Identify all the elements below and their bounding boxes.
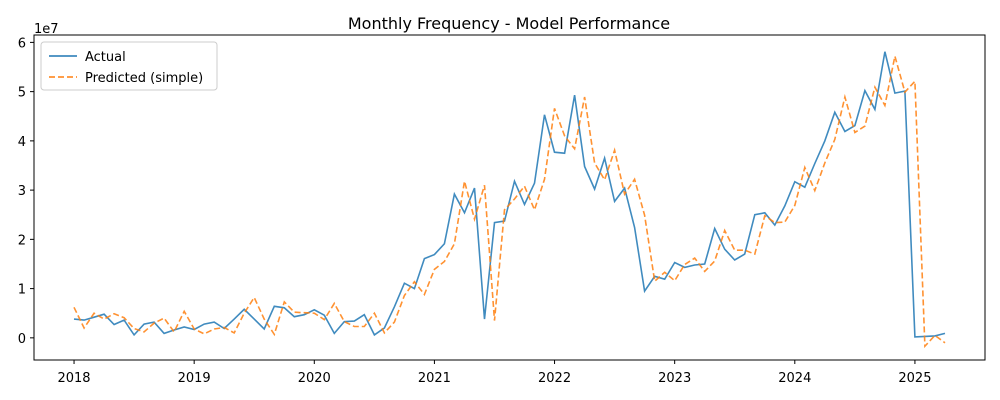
y-tick-label: 5 bbox=[18, 86, 26, 101]
y-tick-label: 1 bbox=[18, 283, 26, 298]
x-tick-label: 2018 bbox=[57, 371, 90, 386]
y-axis: 0 1 2 3 4 5 6 bbox=[18, 36, 34, 347]
x-tick-label: 2020 bbox=[298, 371, 331, 386]
y-tick-label: 4 bbox=[18, 135, 26, 150]
y-offset-label: 1e7 bbox=[34, 22, 59, 37]
x-tick-label: 2022 bbox=[538, 371, 571, 386]
legend-actual-label: Actual bbox=[85, 50, 126, 65]
x-axis: 2018 2019 2020 2021 2022 2023 2024 2025 bbox=[57, 360, 931, 386]
chart-title: Monthly Frequency - Model Performance bbox=[348, 14, 670, 33]
x-tick-label: 2023 bbox=[658, 371, 691, 386]
series-line-predicted bbox=[73, 55, 946, 349]
x-tick-label: 2021 bbox=[418, 371, 451, 386]
y-tick-label: 6 bbox=[18, 36, 26, 51]
y-tick-label: 3 bbox=[18, 184, 26, 199]
series-line-actual bbox=[73, 51, 946, 338]
y-tick-label: 0 bbox=[18, 332, 26, 347]
x-tick-label: 2019 bbox=[178, 371, 211, 386]
plot-frame bbox=[33, 34, 986, 361]
legend-box bbox=[40, 41, 218, 91]
legend: Actual Predicted (simple) bbox=[40, 41, 218, 91]
y-tick-label: 2 bbox=[18, 233, 26, 248]
series-layer bbox=[73, 51, 946, 349]
x-tick-label: 2025 bbox=[898, 371, 931, 386]
legend-predicted-label: Predicted (simple) bbox=[85, 71, 203, 86]
x-tick-label: 2024 bbox=[778, 371, 811, 386]
